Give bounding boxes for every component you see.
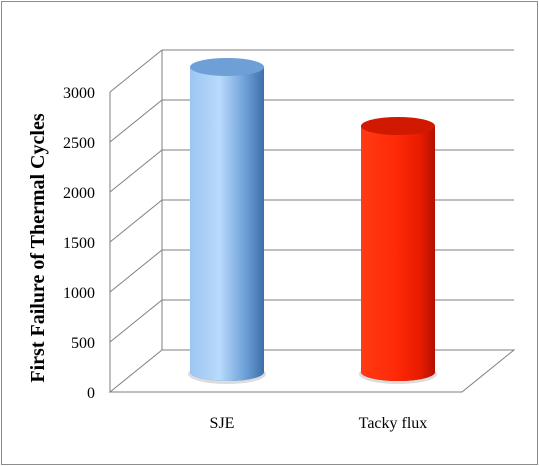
bars — [188, 58, 437, 384]
y-tick-label: 2500 — [63, 135, 95, 152]
y-tick-label: 1500 — [63, 235, 95, 252]
y-tick-labels: 0 500 1000 1500 2000 2500 3000 — [63, 85, 95, 402]
bar-sje — [188, 58, 266, 384]
gridline-side — [109, 99, 163, 143]
bar-body — [361, 126, 435, 381]
y-tick-label: 3000 — [63, 85, 95, 102]
y-tick-label: 2000 — [63, 185, 95, 202]
y-axis-label: First Failure of Thermal Cycles — [27, 113, 49, 382]
plot-floor — [108, 349, 516, 393]
x-tick-label: SJE — [210, 415, 235, 432]
gridline-side — [109, 149, 163, 193]
bar-body — [190, 67, 264, 381]
gridline-side — [109, 249, 163, 293]
bar-top — [361, 117, 435, 135]
gridline-side — [109, 49, 163, 93]
y-tick-label: 1000 — [63, 285, 95, 302]
bar-top — [190, 58, 264, 76]
y-tick-label: 500 — [71, 335, 95, 352]
x-tick-label: Tacky flux — [359, 415, 428, 432]
y-tick-label: 0 — [87, 385, 95, 402]
x-tick-labels: SJE Tacky flux — [210, 415, 428, 432]
gridline-side — [109, 199, 163, 243]
gridline-side — [109, 299, 163, 343]
bar-tacky-flux — [359, 117, 437, 384]
